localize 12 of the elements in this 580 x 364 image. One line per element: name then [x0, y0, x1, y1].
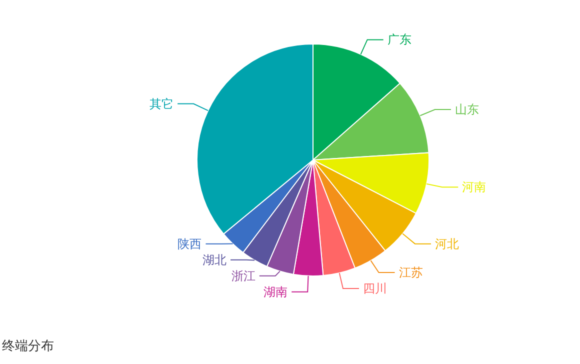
text: 终端分布: [2, 339, 54, 354]
slice-label: 湖北: [202, 252, 227, 267]
slice-label: 湖南: [264, 284, 288, 299]
slice-label: 浙江: [231, 268, 256, 283]
slice-label: 四川: [363, 282, 388, 296]
slice-label: 广东: [387, 32, 412, 47]
slice-label: 山东: [454, 102, 479, 116]
slice-label: 陕西: [178, 236, 202, 251]
slice-label: 河北: [434, 236, 459, 251]
slice-label: 江苏: [398, 266, 423, 280]
slice-label: 河南: [462, 180, 486, 194]
slice-label: 其它: [150, 96, 174, 111]
